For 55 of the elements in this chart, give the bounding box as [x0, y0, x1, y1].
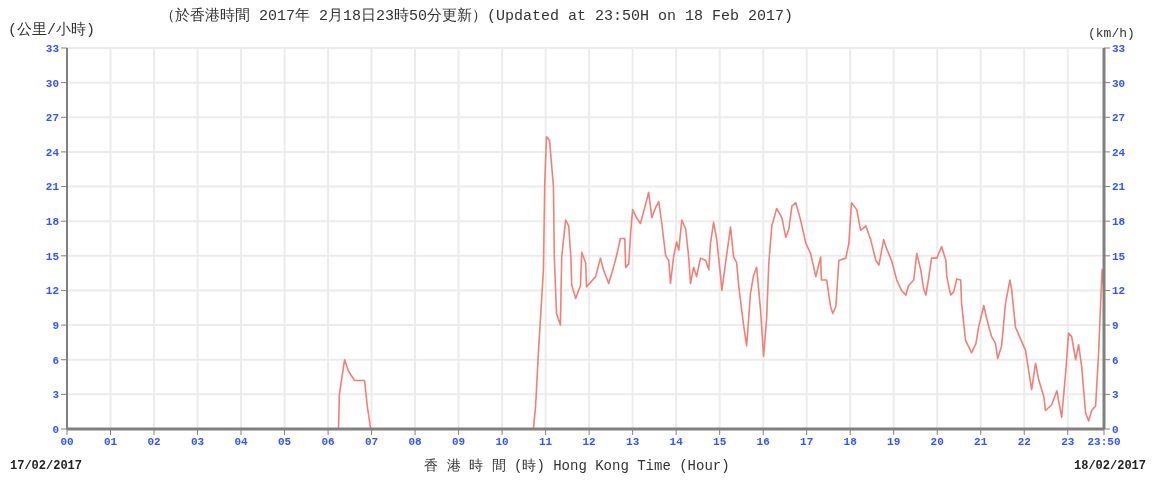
- y-tick-label: 9: [52, 320, 59, 332]
- x-tick-label: 06: [321, 435, 335, 448]
- y2-tick-label: 12: [1112, 285, 1126, 298]
- y2-tick-label: 9: [1112, 320, 1119, 332]
- x-tick-label: 17: [800, 435, 814, 448]
- x-tick-label: 18: [843, 435, 858, 448]
- y2-tick-label: 30: [1112, 77, 1126, 90]
- y2-tick-label: 0: [1112, 423, 1119, 436]
- x-axis-title: 香 港 時 間 (時) Hong Kong Time (Hour): [424, 458, 730, 474]
- x-tick-label: 04: [234, 435, 249, 448]
- y2-tick-label: 18: [1112, 216, 1126, 229]
- y-tick-label: 12: [45, 285, 59, 298]
- x-tick-label: 20: [930, 435, 944, 448]
- x-tick-label: 13: [626, 435, 640, 448]
- y2-tick-label: 24: [1112, 146, 1126, 159]
- x-tick-label: 23:50: [1087, 435, 1121, 448]
- y-tick-label: 33: [45, 42, 60, 55]
- x-tick-label: 08: [408, 435, 423, 448]
- x-tick-label: 14: [669, 435, 684, 448]
- y-axis-title: (公里/小時): [8, 20, 96, 39]
- x-tick-label: 02: [147, 435, 161, 448]
- y-tick-label: 6: [52, 354, 59, 367]
- x-tick-label: 03: [190, 435, 205, 448]
- y-tick-label: 21: [45, 181, 60, 194]
- x-tick-label: 12: [582, 435, 596, 448]
- y2-tick-label: 21: [1112, 181, 1126, 194]
- x-tick-label: 11: [539, 435, 553, 448]
- x-tick-label: 01: [103, 435, 118, 448]
- y-tick-label: 3: [52, 389, 60, 402]
- y-tick-label: 24: [45, 146, 60, 159]
- y-tick-label: 15: [45, 250, 60, 263]
- y-tick-label: 30: [45, 77, 59, 90]
- x-tick-label: 22: [1017, 435, 1031, 448]
- text: 18/02/2017: [1073, 459, 1146, 473]
- x-tick-label: 23: [1061, 435, 1075, 448]
- y2-tick-label: 15: [1112, 250, 1126, 263]
- y2-tick-label: 27: [1112, 112, 1126, 125]
- x-tick-label: 19: [887, 435, 901, 448]
- y-tick-label: 18: [45, 216, 60, 229]
- y2-axis-title: (km/h): [1088, 26, 1135, 41]
- x-tick-label: 15: [713, 435, 727, 448]
- y2-tick-label: 6: [1112, 354, 1119, 367]
- y2-tick-label: 3: [1112, 389, 1119, 402]
- text: 17/02/2017: [10, 459, 83, 473]
- chart-title: （於香港時間 2017年 2月18日23時50分更新）(Updated at 23:50H on 18 Feb 2017): [160, 6, 794, 25]
- x-tick-label: 07: [364, 435, 379, 448]
- x-tick-label: 10: [495, 435, 509, 448]
- y-tick-label: 0: [52, 423, 59, 436]
- x-tick-label: 21: [974, 435, 988, 448]
- y-tick-label: 27: [45, 112, 59, 125]
- x-tick-label: 16: [756, 435, 770, 448]
- x-tick-label: 00: [60, 435, 74, 448]
- x-tick-label: 09: [451, 435, 466, 448]
- y2-tick-label: 33: [1112, 42, 1126, 55]
- x-tick-label: 05: [277, 435, 292, 448]
